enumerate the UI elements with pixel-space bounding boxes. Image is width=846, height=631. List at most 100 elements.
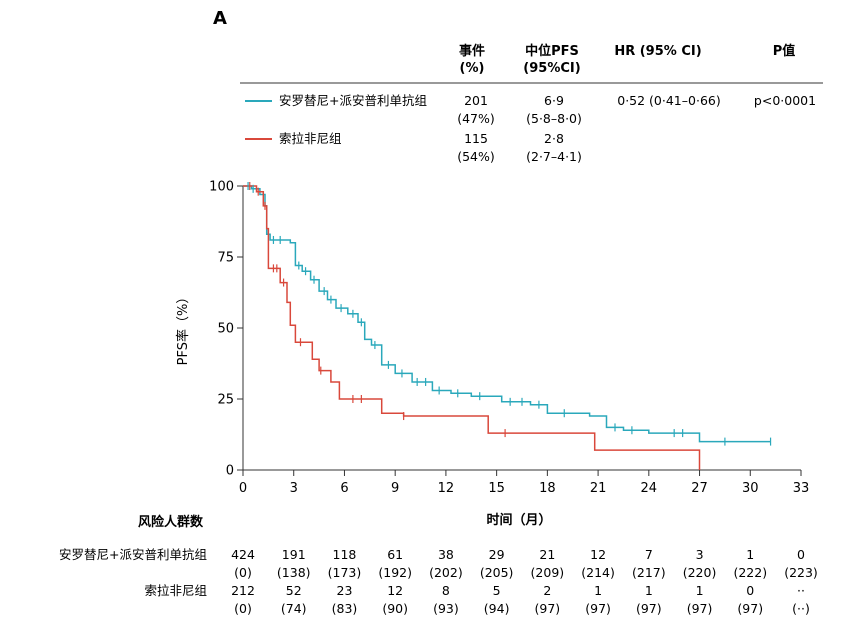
- censored-count: (97): [636, 601, 662, 616]
- y-ticks: 0 25 50 75 100: [209, 180, 243, 479]
- at-risk-count: 38: [438, 547, 454, 562]
- panel-label: A: [213, 8, 227, 29]
- x-ticks: 0 3 6 9 12 15 18 21 24 27 30 33: [239, 470, 809, 496]
- x-tick-label: 6: [340, 481, 348, 496]
- censored-count: (192): [378, 565, 412, 580]
- events-header: 事件: [459, 43, 485, 59]
- at-risk-count: 52: [286, 583, 302, 598]
- censored-count: (97): [585, 601, 611, 616]
- risk-table-values: 424(0)191(138)118(173)61(192)38(202)29(2…: [231, 547, 818, 616]
- table-row: 索拉非尼组 115 (54%) 2·8 (2·7–4·1): [245, 131, 582, 164]
- legend-label-combo: 安罗替尼+派安普利单抗组: [279, 93, 427, 108]
- curve-combo: [243, 185, 771, 443]
- at-risk-count: 7: [645, 547, 653, 562]
- curve-sorafenib: [243, 185, 701, 470]
- censored-count: (93): [433, 601, 459, 616]
- x-tick-label: 21: [590, 481, 607, 496]
- at-risk-count: 8: [442, 583, 450, 598]
- median-ci: (2·7–4·1): [526, 149, 582, 164]
- censored-count: (205): [480, 565, 514, 580]
- risk-row-label-sorafenib: 索拉非尼组: [144, 583, 207, 598]
- at-risk-count: 118: [333, 547, 357, 562]
- at-risk-count: 2: [543, 583, 551, 598]
- at-risk-count: 61: [387, 547, 403, 562]
- at-risk-count: ··: [797, 583, 805, 598]
- table-row: 安罗替尼+派安普利单抗组 201 (47%) 6·9 (5·8–8·0) 0·5…: [245, 93, 816, 126]
- censored-count: (217): [632, 565, 666, 580]
- x-tick-label: 24: [641, 481, 658, 496]
- events-pct: (47%): [457, 111, 495, 126]
- y-tick-label: 50: [217, 322, 234, 337]
- at-risk-count: 212: [231, 583, 255, 598]
- at-risk-count: 0: [746, 583, 754, 598]
- y-axis-label: PFS率（%）: [175, 291, 191, 366]
- p-value: p<0·0001: [754, 93, 816, 108]
- x-tick-label: 30: [742, 481, 759, 496]
- censored-count: (138): [277, 565, 311, 580]
- risk-row-label-combo: 安罗替尼+派安普利单抗组: [59, 547, 207, 562]
- at-risk-count: 1: [594, 583, 602, 598]
- at-risk-count: 191: [282, 547, 306, 562]
- censored-count: (223): [784, 565, 818, 580]
- censor-marks: [247, 182, 772, 446]
- y-tick-label: 75: [217, 251, 234, 266]
- at-risk-count: 21: [539, 547, 555, 562]
- x-tick-label: 3: [290, 481, 298, 496]
- hr-header: HR (95% CI): [614, 44, 701, 59]
- median-header: 中位PFS: [525, 43, 579, 59]
- summary-table-header: 事件 (%) 中位PFS (95%CI) HR (95% CI) P值: [459, 43, 795, 76]
- events-count: 115: [464, 131, 488, 146]
- x-tick-label: 33: [793, 481, 810, 496]
- x-tick-label: 27: [691, 481, 708, 496]
- x-tick-label: 12: [438, 481, 455, 496]
- median-ci-header: (95%CI): [523, 61, 580, 76]
- censored-count: (222): [733, 565, 767, 580]
- risk-table-title: 风险人群数: [138, 514, 204, 530]
- censored-count: (0): [234, 601, 252, 616]
- at-risk-count: 12: [387, 583, 403, 598]
- at-risk-count: 0: [797, 547, 805, 562]
- x-axis-label: 时间（月）: [486, 512, 551, 528]
- censored-count: (74): [281, 601, 307, 616]
- censored-count: (202): [429, 565, 463, 580]
- events-count: 201: [464, 93, 488, 108]
- censored-count: (209): [531, 565, 565, 580]
- y-tick-label: 0: [226, 464, 234, 479]
- survival-curves: [243, 185, 771, 470]
- median-pfs: 2·8: [544, 131, 564, 146]
- censored-count: (173): [328, 565, 362, 580]
- censored-count: (97): [737, 601, 763, 616]
- hazard-ratio: 0·52 (0·41–0·66): [617, 93, 720, 108]
- x-tick-label: 18: [539, 481, 556, 496]
- censored-count: (0): [234, 565, 252, 580]
- at-risk-count: 12: [590, 547, 606, 562]
- censored-count: (··): [792, 601, 810, 616]
- censored-count: (90): [382, 601, 408, 616]
- censored-count: (94): [484, 601, 510, 616]
- x-tick-label: 15: [488, 481, 505, 496]
- censored-count: (97): [687, 601, 713, 616]
- y-tick-label: 25: [217, 393, 234, 408]
- at-risk-count: 3: [696, 547, 704, 562]
- at-risk-count: 23: [337, 583, 353, 598]
- at-risk-count: 424: [231, 547, 255, 562]
- p-header: P值: [773, 43, 796, 59]
- x-tick-label: 9: [391, 481, 399, 496]
- at-risk-count: 5: [493, 583, 501, 598]
- censored-count: (97): [535, 601, 561, 616]
- at-risk-count: 1: [645, 583, 653, 598]
- censored-count: (220): [683, 565, 717, 580]
- events-pct-header: (%): [460, 61, 485, 76]
- median-pfs: 6·9: [544, 93, 564, 108]
- legend-label-sorafenib: 索拉非尼组: [279, 131, 342, 146]
- median-ci: (5·8–8·0): [526, 111, 582, 126]
- x-tick-label: 0: [239, 481, 247, 496]
- at-risk-count: 1: [746, 547, 754, 562]
- censored-count: (214): [581, 565, 615, 580]
- at-risk-count: 1: [696, 583, 704, 598]
- axes: [242, 186, 801, 471]
- at-risk-count: 29: [489, 547, 505, 562]
- y-tick-label: 100: [209, 180, 234, 195]
- censored-count: (83): [332, 601, 358, 616]
